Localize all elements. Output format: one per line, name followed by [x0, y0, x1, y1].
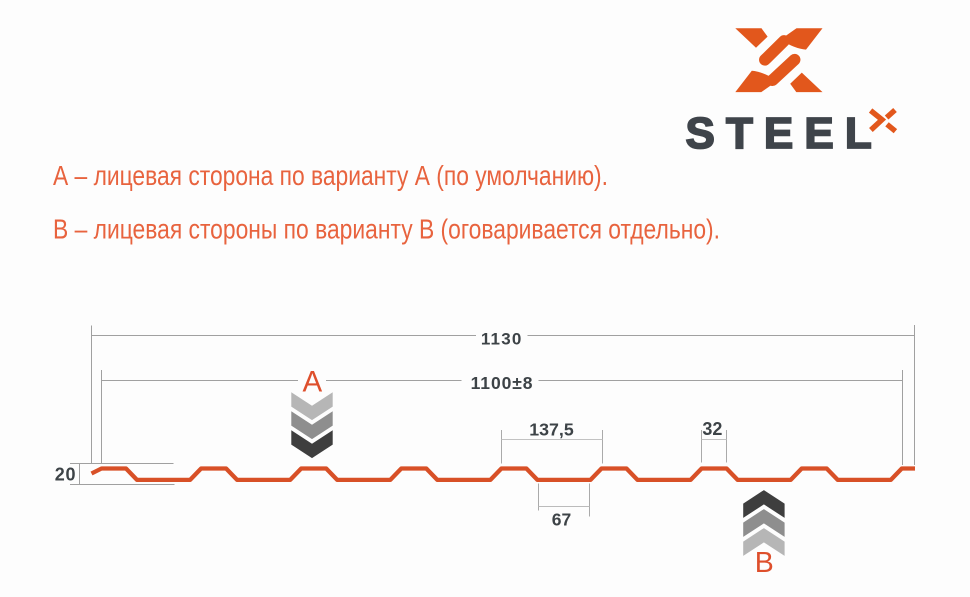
- svg-text:67: 67: [552, 510, 571, 530]
- svg-text:137,5: 137,5: [529, 420, 574, 440]
- svg-text:В – лицевая стороны по вариант: В – лицевая стороны по варианту В (огова…: [53, 214, 720, 245]
- svg-text:B: B: [755, 547, 774, 579]
- svg-text:A: A: [303, 365, 323, 398]
- svg-text:1130: 1130: [481, 329, 523, 348]
- svg-text:20: 20: [55, 465, 77, 485]
- svg-text:А – лицевая сторона по вариант: А – лицевая сторона по варианту А (по ум…: [53, 160, 608, 191]
- svg-text:32: 32: [702, 419, 722, 439]
- svg-text:1100±8: 1100±8: [471, 373, 534, 393]
- svg-text:STEEL: STEEL: [686, 109, 883, 158]
